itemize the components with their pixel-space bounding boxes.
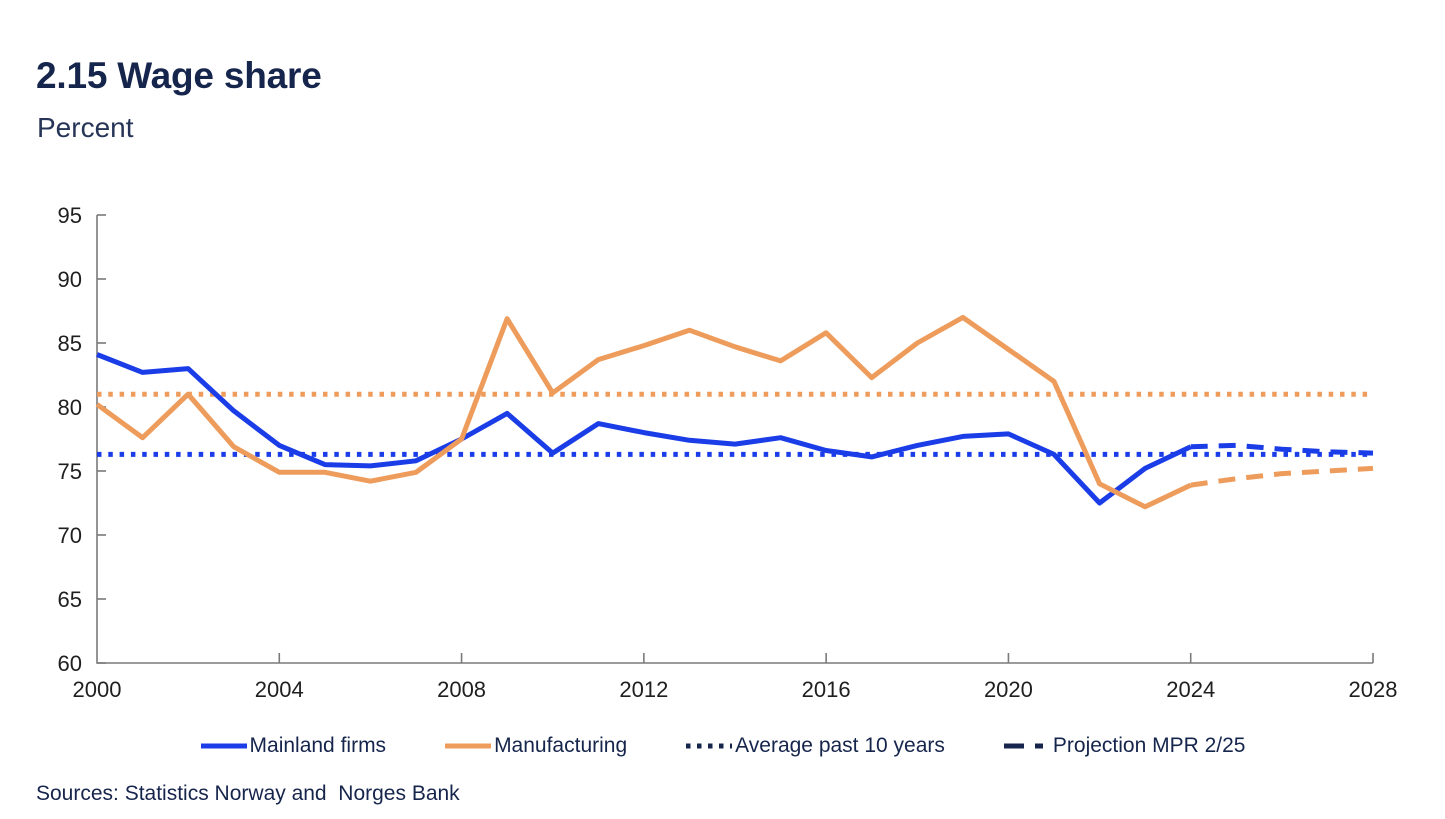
y-tick-label: 95 [58,203,82,228]
series-projection-manufacturing [1190,465,1374,488]
legend-item-projection-mpr-2-25: Projection MPR 2/25 [1003,734,1246,758]
x-tick-label: 2028 [1349,677,1398,702]
y-tick-label: 60 [58,651,82,676]
y-tick-label: 85 [58,331,82,356]
legend-swatch-dashed-icon [1003,743,1050,749]
series-manufacturing [95,314,1192,510]
legend-swatch-solid-icon [200,743,247,749]
series-projection-mainland [1190,442,1374,456]
legend-label: Projection MPR 2/25 [1052,734,1246,757]
x-tick-label: 2008 [437,677,486,702]
legend-label: Average past 10 years [735,734,945,757]
series-mainland-firms [96,352,1192,506]
legend-swatch-solid-icon [445,743,492,749]
sources-text: Sources: Statistics Norway and Norges Ba… [36,782,460,805]
y-tick-label: 65 [58,587,82,612]
x-tick-label: 2012 [619,677,668,702]
x-tick-label: 2024 [1166,677,1215,702]
chart-legend: Mainland firms Manufacturing Average past … [0,726,1445,766]
x-tick-label: 2020 [984,677,1033,702]
chart-subtitle: Percent [37,112,134,143]
legend-item-mainland-firms: Mainland firms [200,734,387,758]
y-tick-label: 75 [58,459,82,484]
x-tick-label: 2016 [802,677,851,702]
chart-title: 2.15 Wage share [36,55,322,96]
legend-item-manufacturing: Manufacturing [444,734,627,758]
y-tick-label: 90 [58,267,82,292]
x-tick-label: 2004 [255,677,304,702]
y-tick-label: 70 [58,523,82,548]
axes [96,215,1373,664]
legend-label: Manufacturing [494,734,628,757]
legend-item-average-past-10-years: Average past 10 years [685,734,945,758]
y-tick-label: 80 [58,395,82,420]
x-tick-label: 2000 [73,677,122,702]
wage-share-chart: 60 65 70 75 80 85 90 95 2000 2004 2008 2012 2016 2020… [58,203,1398,702]
legend-label: Mainland firms [249,734,387,757]
legend-swatch-dotted-icon [686,743,733,749]
